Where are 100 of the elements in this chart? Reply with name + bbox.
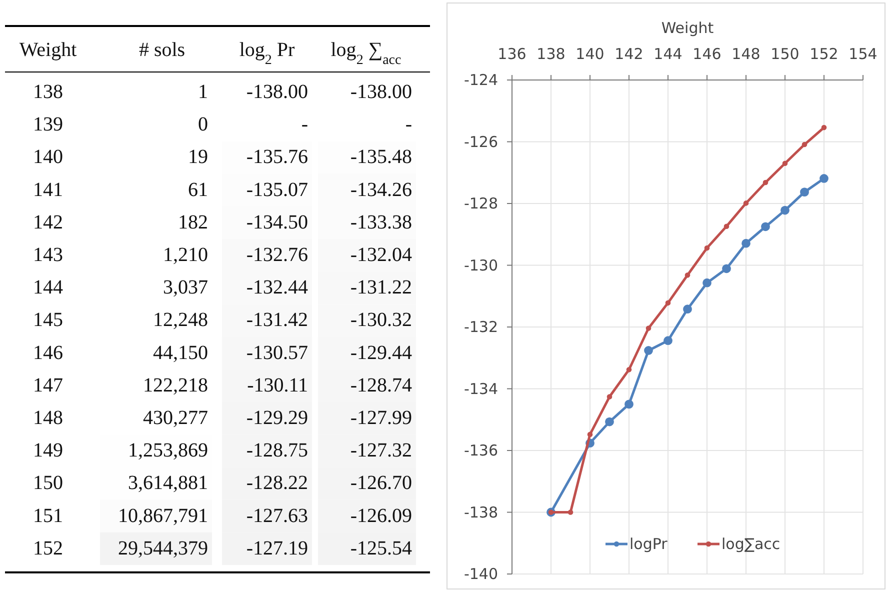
point — [587, 432, 593, 438]
point — [722, 264, 731, 274]
point — [742, 238, 750, 248]
x-tick-label: log$_{2}$ ∑$_{acc}$ — [330, 39, 402, 68]
data-label: 61 — [188, 178, 208, 201]
data-label: -132.76 — [246, 244, 308, 266]
x-tick-label: # sols — [138, 39, 186, 61]
x-tick-label: log$_{2}$ Pr — [239, 39, 296, 68]
y-axis-title: Weight — [19, 39, 78, 61]
y-tick-label: 150 — [33, 472, 63, 494]
data-label: -131.22 — [350, 276, 412, 299]
x-axis-title: Weight — [661, 19, 714, 37]
point — [762, 180, 768, 186]
legend-label: logPr — [630, 535, 668, 553]
y-tick-label: 144 — [33, 276, 63, 299]
point — [724, 224, 730, 229]
y-tick-label: -124 — [464, 71, 498, 89]
legend-label: log∑acc — [722, 535, 780, 553]
data-label: -128.75 — [246, 440, 308, 462]
y-tick-label: -132 — [464, 318, 498, 336]
data-label: 1 — [198, 81, 208, 103]
y-tick-label: 146 — [33, 342, 63, 364]
point — [821, 124, 827, 130]
y-tick-label: 151 — [33, 504, 63, 527]
y-tick-label: 139 — [33, 114, 63, 136]
y-tick-label: 147 — [33, 374, 63, 396]
y-tick-label: 140 — [33, 146, 63, 168]
data-label: -138.00 — [246, 81, 308, 103]
data-label: 1,253,869 — [128, 440, 208, 462]
data-label: 1,210 — [163, 244, 208, 266]
data-label: -128.74 — [350, 374, 412, 396]
data-label: -127.19 — [246, 537, 308, 560]
x-tick-label: 138 — [536, 45, 566, 63]
point — [684, 272, 690, 278]
data-label: 10,867,791 — [118, 504, 208, 527]
point — [683, 304, 692, 314]
data-label: 3,037 — [163, 276, 208, 299]
data-label: -126.09 — [350, 504, 412, 527]
y-tick-label: 138 — [33, 81, 63, 103]
y-tick-label: 145 — [33, 309, 63, 332]
data-label: 29,544,379 — [118, 537, 208, 560]
point — [704, 245, 710, 251]
data-label: 3,614,881 — [128, 472, 208, 494]
x-tick-label: 154 — [848, 45, 878, 63]
data-label: -134.50 — [246, 211, 308, 234]
data-label: 430,277 — [143, 407, 208, 429]
data-label: -132.44 — [246, 276, 308, 299]
data-label: -129.44 — [350, 342, 412, 364]
data-label: -131.42 — [246, 309, 308, 332]
point — [782, 160, 788, 166]
data-label: -129.29 — [246, 407, 308, 429]
y-tick-label: -128 — [464, 194, 498, 212]
y-tick-label: -130 — [464, 256, 498, 274]
point — [761, 222, 770, 232]
y-tick-label: -136 — [464, 442, 498, 460]
data-label: -138.00 — [350, 81, 412, 103]
x-tick-label: 152 — [810, 45, 838, 63]
text: - — [301, 114, 308, 136]
y-tick-label: 141 — [33, 178, 63, 201]
data-label: -132.04 — [350, 244, 412, 266]
x-tick-label: 142 — [614, 45, 644, 63]
data-label: -127.32 — [350, 440, 412, 462]
point — [626, 366, 632, 372]
data-label: -127.63 — [246, 504, 308, 527]
data-label: -126.70 — [350, 472, 412, 494]
y-tick-label: 149 — [33, 440, 63, 462]
point — [802, 142, 808, 148]
data-label: -127.99 — [350, 407, 412, 429]
point — [665, 300, 671, 306]
data-label: -125.54 — [350, 537, 412, 560]
data-label: 122,218 — [143, 374, 208, 396]
point — [702, 278, 712, 288]
data-label: -130.57 — [246, 342, 308, 364]
data-label: 182 — [178, 211, 208, 234]
y-tick-label: 152 — [33, 537, 63, 560]
point — [644, 346, 653, 355]
x-tick-label: 148 — [732, 45, 760, 63]
text: - — [405, 114, 412, 136]
point — [664, 336, 672, 346]
y-tick-label: 143 — [33, 244, 63, 266]
point — [568, 510, 574, 515]
y-tick-label: -134 — [464, 380, 498, 398]
data-label: 12,248 — [153, 309, 208, 332]
point — [646, 326, 652, 331]
data-label: -130.32 — [350, 309, 412, 332]
x-tick-label: 150 — [770, 45, 800, 63]
point — [606, 394, 612, 400]
point — [780, 206, 790, 215]
data-label: -133.38 — [350, 211, 412, 234]
x-tick-label: 144 — [654, 45, 682, 63]
data-label: -128.22 — [246, 472, 308, 494]
data-label: -135.07 — [246, 178, 308, 201]
data-label: 0 — [198, 114, 208, 136]
x-tick-label: 146 — [692, 45, 722, 63]
point — [624, 400, 634, 409]
y-tick-label: 142 — [33, 211, 63, 234]
data-label: 44,150 — [153, 342, 208, 364]
data-label: -135.76 — [246, 146, 308, 168]
point — [800, 188, 809, 197]
data-label: -134.26 — [350, 178, 412, 201]
